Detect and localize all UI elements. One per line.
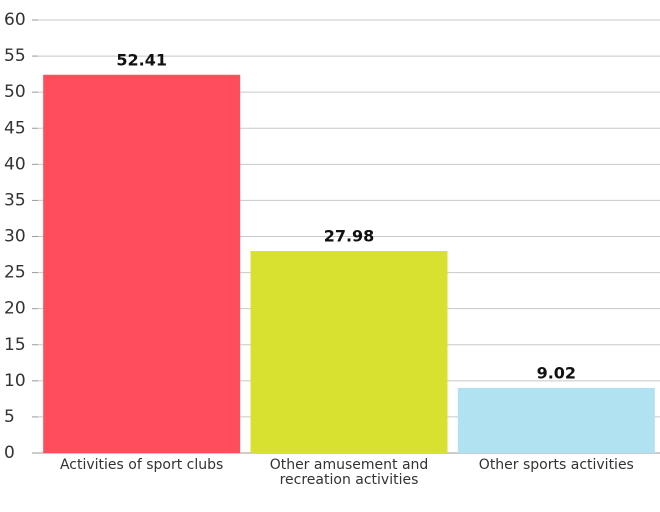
bar: [43, 74, 241, 453]
x-tick-label: Other sports activities: [478, 458, 634, 473]
y-tick-label: 35: [4, 190, 26, 210]
value-label: 27.98: [324, 227, 375, 246]
y-tick-label: 30: [4, 227, 26, 247]
value-label: 52.41: [116, 50, 167, 69]
bar: [250, 251, 448, 453]
y-tick-label: 45: [4, 118, 26, 138]
x-tick-label: Activities of sport clubs: [59, 458, 224, 473]
y-tick-label: 5: [4, 407, 15, 427]
x-tick-label: Other amusement and recreation activitie…: [269, 458, 429, 488]
y-tick-label: 15: [4, 335, 26, 355]
y-tick-label: 10: [4, 371, 26, 391]
y-tick-label: 40: [4, 154, 26, 174]
x-tick-label-box: Other amusement and recreation activitie…: [269, 458, 429, 488]
x-tick-label-box: Activities of sport clubs: [59, 458, 224, 473]
value-label: 9.02: [537, 363, 576, 382]
x-tick-label-box: Other sports activities: [478, 458, 634, 473]
y-tick-label: 0: [4, 443, 15, 463]
y-tick-label: 60: [4, 10, 26, 30]
bar: [457, 387, 655, 453]
y-tick-label: 25: [4, 263, 26, 283]
y-tick-label: 55: [4, 46, 26, 66]
y-tick-label: 20: [4, 299, 26, 319]
y-tick-label: 50: [4, 82, 26, 102]
